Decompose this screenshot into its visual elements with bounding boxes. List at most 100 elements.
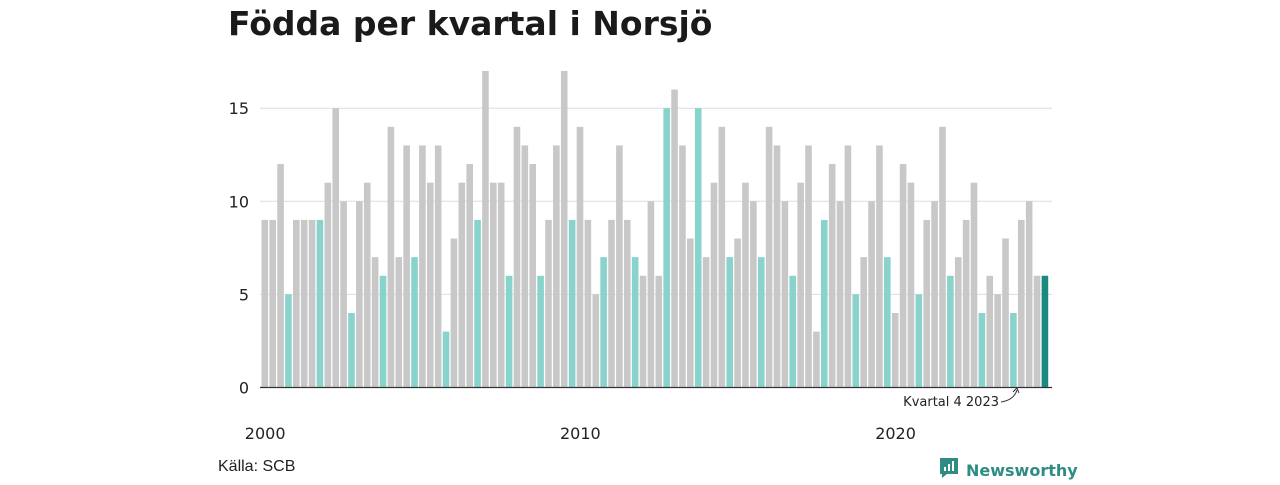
bar: [1025, 201, 1033, 388]
bar: [403, 145, 410, 388]
bar: [962, 219, 970, 388]
bar: [931, 201, 938, 388]
y-tick-label: 0: [239, 379, 249, 398]
bar: [710, 182, 718, 388]
bar: [742, 182, 749, 388]
bar: [923, 219, 931, 388]
bars: [261, 70, 1049, 388]
bar: [545, 219, 552, 388]
bar: [277, 164, 284, 388]
brand-name: Newsworthy: [966, 461, 1078, 480]
bar: [820, 219, 828, 388]
y-tick-label: 15: [229, 99, 249, 118]
bar: [616, 145, 623, 388]
bar: [497, 182, 505, 388]
bar: [884, 257, 891, 388]
bar: [434, 145, 442, 388]
bar: [844, 145, 852, 388]
bar: [316, 219, 324, 388]
bar: [868, 201, 875, 388]
bar: [750, 201, 757, 388]
bar: [356, 201, 363, 388]
bar: [285, 294, 292, 388]
bar: [513, 126, 521, 388]
bar: [852, 294, 860, 388]
bar: [773, 145, 781, 388]
bar: [828, 164, 836, 388]
bar: [529, 164, 537, 388]
bar: [647, 201, 655, 388]
bar: [757, 257, 765, 388]
bar: [789, 275, 797, 388]
bar: [608, 219, 615, 388]
bar: [876, 145, 883, 388]
x-tick-label: 2020: [875, 424, 916, 443]
bar: [781, 201, 789, 388]
bar: [679, 145, 686, 388]
bar: [655, 275, 663, 388]
bar: [592, 294, 600, 388]
bar: [466, 164, 473, 388]
bar: [726, 257, 734, 388]
bar-chart: 0 5 10 15 2000 2010 2020 Kvartal 4 2023: [229, 70, 1052, 443]
bar: [1017, 219, 1025, 388]
bar: [371, 257, 379, 388]
brand-logo: Newsworthy: [938, 456, 1078, 485]
bar: [379, 275, 387, 388]
bar: [631, 257, 639, 388]
bar: [1041, 275, 1049, 388]
bar: [576, 126, 584, 388]
annotation-label: Kvartal 4 2023: [903, 395, 999, 410]
bar: [560, 70, 568, 388]
bar: [687, 238, 694, 388]
bar: [411, 257, 418, 388]
bar: [899, 164, 907, 388]
chart-title: Födda per kvartal i Norsjö: [228, 4, 713, 43]
annotation-arrowhead: [1012, 387, 1020, 394]
bar: [907, 182, 915, 388]
bar: [269, 219, 276, 388]
bar: [482, 70, 489, 388]
bar: [797, 182, 804, 388]
bar: [395, 257, 403, 388]
bar: [308, 219, 316, 388]
bar: [332, 108, 340, 388]
bar: [324, 182, 332, 388]
bar: [387, 126, 395, 388]
bar: [293, 219, 300, 388]
y-tick-label: 5: [239, 285, 249, 304]
bar: [340, 201, 347, 388]
bar: [419, 145, 426, 388]
bar: [363, 182, 371, 388]
bar: [947, 275, 954, 388]
bar: [970, 182, 978, 388]
y-tick-label: 10: [229, 192, 249, 211]
bar: [915, 294, 923, 388]
x-tick-label: 2000: [245, 424, 286, 443]
bar: [805, 145, 812, 388]
bar: [663, 108, 670, 388]
bar: [765, 126, 773, 388]
bar: [450, 238, 458, 388]
newsworthy-logo-icon: [938, 456, 960, 485]
y-axis-ticks: 0 5 10 15: [229, 99, 249, 397]
bar: [584, 219, 592, 388]
bar: [954, 257, 962, 388]
bar: [623, 219, 631, 388]
x-tick-label: 2010: [560, 424, 601, 443]
bar: [836, 201, 844, 388]
bar: [1033, 275, 1041, 388]
bar: [600, 257, 607, 388]
bar: [860, 257, 867, 388]
bar: [300, 219, 308, 388]
bar: [734, 238, 741, 388]
annotation-arrow: [1000, 389, 1018, 403]
bar: [553, 145, 560, 388]
bar: [261, 219, 269, 388]
bar: [702, 257, 710, 388]
annotation: Kvartal 4 2023: [903, 387, 1020, 410]
bar: [718, 126, 726, 388]
bar: [813, 331, 820, 388]
bar: [639, 275, 647, 388]
bar: [521, 145, 529, 388]
